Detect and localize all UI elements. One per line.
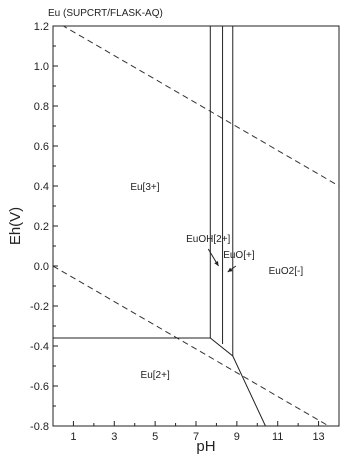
region-label: EuO2[-] [269,266,304,277]
y-axis-ticks: 1.2 1.0 0.8 0.6 0.4 0.2 0.0 -0.2 -0.4 -0.6 -0.8 [30,21,58,433]
x-tick-label: 13 [312,431,324,443]
phase-boundaries [53,26,266,426]
water-line-1 [62,26,339,187]
label-arrows [207,248,237,273]
y-tick-label: -0.4 [30,341,49,353]
x-tick-label: 5 [152,431,158,443]
label-arrow-head [214,261,219,266]
water-stability-lines [53,26,339,426]
x-tick-label: 1 [70,431,76,443]
region-label: EuOH[2+] [186,234,230,245]
region-label: Eu[2+] [141,370,170,381]
region-labels: Eu[3+] EuOH[2+] EuO[+] EuO2[-] Eu[2+] [130,182,303,381]
chart-title: Eu (SUPCRT/FLASK-AQ) [48,8,163,19]
x-tick-label: 3 [111,431,117,443]
x-tick-label: 11 [272,431,283,443]
label-arrow-head [227,267,233,272]
plot-frame [52,25,340,427]
y-axis-title: Eh(V) [7,207,24,245]
y-tick-label: 1.2 [34,21,49,33]
boundary-line-1 [53,337,266,426]
region-label: Eu[3+] [130,182,159,193]
y-tick-label: 0.2 [34,221,49,233]
x-axis-ticks: 1 3 5 7 9 11 13 [52,421,340,443]
y-tick-label: -0.8 [30,421,49,433]
y-tick-label: -0.2 [30,301,49,313]
water-line-2 [53,265,330,426]
x-tick-label: 7 [193,431,199,443]
y-tick-label: -0.6 [30,381,49,393]
region-label: EuO[+] [223,250,255,261]
x-axis-title: pH [196,438,215,455]
y-tick-label: 0.8 [34,101,49,113]
y-tick-label: 0.0 [34,261,49,273]
x-tick-label: 9 [234,431,240,443]
y-tick-label: 0.6 [34,141,49,153]
y-tick-label: 0.4 [34,181,49,193]
y-tick-label: 1.0 [34,61,49,73]
